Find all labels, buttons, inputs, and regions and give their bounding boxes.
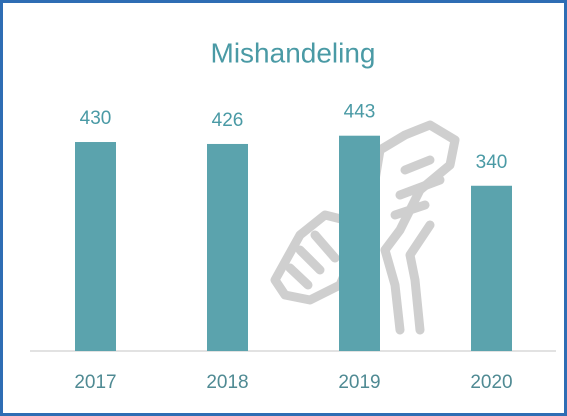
bar [339,136,380,351]
bar [207,144,248,351]
data-label: 340 [476,152,508,173]
bar [471,186,512,351]
data-label: 430 [80,108,112,129]
x-tick-label: 2019 [338,372,380,393]
data-label: 443 [344,102,376,123]
chart: Mishandeling 2017 430 2018 426 2019 443 2020 34… [0,0,567,416]
x-tick-label: 2018 [206,372,248,393]
data-label: 426 [212,110,244,131]
x-tick-label: 2017 [74,372,116,393]
bar [75,142,116,351]
x-tick-label: 2020 [470,372,512,393]
chart-title: Mishandeling [211,37,376,68]
